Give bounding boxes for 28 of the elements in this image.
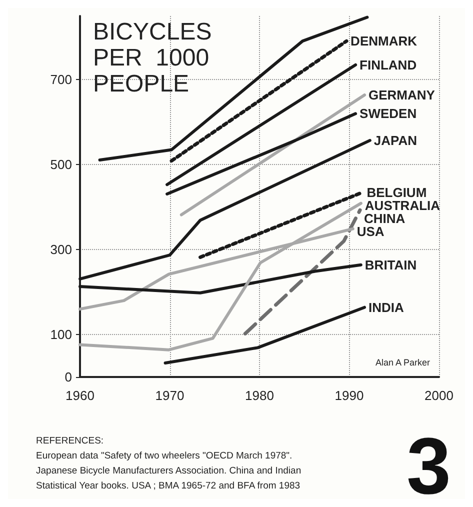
text: Japanese Bicycle Manufacturers Association. China and Indian [36,466,302,476]
text: BICYCLES PER 1000 PEOPLE [93,18,212,98]
text: Statistical Year books. USA ; BMA 1965-72 and BFA from 1983 [36,480,300,492]
text: European data "Safety of two wheelers "OECD March 1978". [36,450,292,462]
y-tick-label: 700 [50,72,72,88]
x-tick-label: 1960 [66,388,94,403]
series-label: FINLAND [360,57,417,72]
series-label: CHINA [364,210,406,226]
text: REFERENCES: [36,436,104,446]
series-label: INDIA [368,300,405,315]
y-tick-label: 500 [50,157,72,172]
series-label: BRITAIN [364,257,417,272]
series-label: JAPAN [374,132,417,148]
series-label: DENMARK [350,34,418,49]
annotation: Alan A Parker [375,358,430,368]
series-label: SWEDEN [360,106,417,122]
text: 3 [406,422,452,507]
x-tick-label: 1980 [245,388,274,403]
y-tick-label: 300 [50,242,72,258]
series-label: BELGIUM [366,184,427,200]
x-tick-label: 1970 [155,388,184,403]
x-tick-label: 1990 [334,388,364,403]
y-tick-label: 0 [64,370,72,384]
series-label: GERMANY [368,87,436,102]
y-tick-label: 100 [50,327,72,342]
series-label: AUSTRALIA [364,198,441,213]
x-tick-label: 2000 [424,388,454,403]
series-label: USA [356,224,385,239]
